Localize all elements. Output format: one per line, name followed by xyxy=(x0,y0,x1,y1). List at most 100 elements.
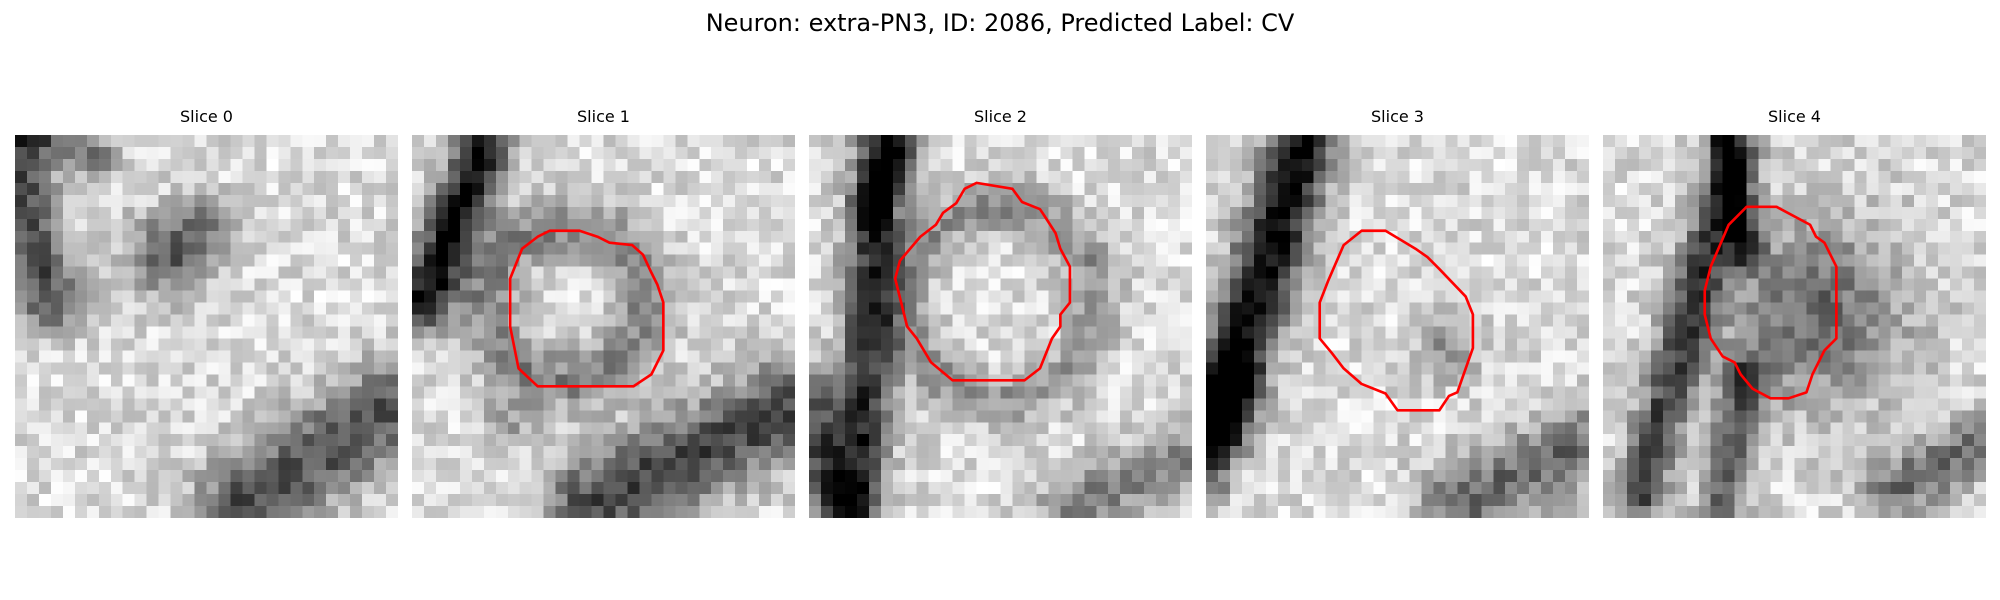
pixel xyxy=(543,146,556,160)
pixel xyxy=(735,482,748,495)
pixel xyxy=(1517,434,1530,447)
pixel xyxy=(290,338,303,351)
pixel xyxy=(1505,302,1518,315)
pixel xyxy=(1373,410,1386,423)
pixel xyxy=(1782,338,1795,351)
pixel xyxy=(639,206,652,220)
pixel xyxy=(1650,314,1664,327)
pixel xyxy=(1926,242,1939,255)
pixel xyxy=(1301,362,1314,375)
pixel xyxy=(1024,242,1037,255)
pixel xyxy=(1722,362,1735,375)
pixel xyxy=(1950,314,1963,327)
pixel xyxy=(447,182,461,196)
pixel xyxy=(1349,458,1362,471)
pixel xyxy=(1409,254,1422,267)
pixel xyxy=(1349,362,1362,375)
pixel xyxy=(435,434,449,447)
pixel xyxy=(1168,194,1181,208)
pixel xyxy=(809,278,822,291)
pixel xyxy=(1866,242,1879,255)
pixel xyxy=(1722,446,1735,459)
segmentation-contour xyxy=(508,229,665,388)
pixel xyxy=(1517,146,1530,160)
pixel xyxy=(15,146,28,160)
pixel xyxy=(651,158,664,172)
pixel xyxy=(904,506,917,518)
pixel xyxy=(1626,362,1640,375)
pixel xyxy=(1638,374,1652,387)
pixel xyxy=(1349,314,1362,327)
pixel xyxy=(1206,278,1219,291)
pixel xyxy=(1000,338,1013,351)
pixel xyxy=(1603,350,1616,363)
pixel xyxy=(1962,446,1975,459)
pixel xyxy=(892,506,905,518)
pixel xyxy=(218,446,231,459)
pixel xyxy=(1144,434,1157,447)
pixel xyxy=(1217,170,1231,184)
pixel xyxy=(759,338,772,351)
pixel xyxy=(1206,434,1219,447)
pixel xyxy=(1782,386,1795,399)
pixel xyxy=(1638,446,1652,459)
pixel xyxy=(603,314,616,327)
pixel xyxy=(194,470,207,483)
pixel xyxy=(1710,182,1723,196)
pixel xyxy=(988,314,1001,327)
pixel xyxy=(1686,158,1699,172)
pixel xyxy=(459,326,473,339)
pixel xyxy=(1060,398,1073,411)
pixel xyxy=(1950,290,1963,303)
pixel xyxy=(1217,266,1231,279)
pixel xyxy=(747,158,760,172)
pixel xyxy=(1385,386,1398,399)
pixel xyxy=(627,434,640,447)
pixel xyxy=(1241,434,1255,447)
pixel xyxy=(362,182,375,196)
pixel xyxy=(1878,182,1891,196)
pixel xyxy=(579,290,592,303)
pixel xyxy=(1650,146,1664,160)
pixel xyxy=(146,458,159,471)
pixel xyxy=(1180,242,1192,255)
pixel xyxy=(412,470,425,483)
pixel xyxy=(1541,314,1554,327)
pixel xyxy=(38,290,52,303)
pixel xyxy=(1132,494,1145,507)
pixel xyxy=(1120,326,1133,339)
pixel xyxy=(940,338,953,351)
pixel xyxy=(350,266,363,279)
pixel xyxy=(362,314,375,327)
pixel xyxy=(928,194,941,208)
pixel xyxy=(1132,482,1145,495)
pixel xyxy=(1866,314,1879,327)
pixel xyxy=(663,362,676,375)
pixel xyxy=(86,170,100,184)
pixel xyxy=(591,326,604,339)
pixel xyxy=(1433,135,1446,148)
pixel xyxy=(603,374,616,387)
pixel xyxy=(567,458,580,471)
pixel xyxy=(1842,458,1855,471)
pixel xyxy=(326,362,339,375)
pixel xyxy=(1842,350,1855,363)
pixel xyxy=(362,206,375,220)
pixel xyxy=(266,434,279,447)
pixel xyxy=(1830,158,1843,172)
pixel xyxy=(747,146,760,160)
pixel xyxy=(1577,218,1589,231)
pixel xyxy=(242,302,255,315)
pixel xyxy=(1902,278,1915,291)
pixel xyxy=(555,362,568,375)
pixel xyxy=(531,290,544,303)
pixel xyxy=(627,206,640,220)
pixel xyxy=(1914,398,1927,411)
pixel xyxy=(735,326,748,339)
pixel xyxy=(723,470,736,483)
pixel xyxy=(1529,242,1542,255)
pixel xyxy=(1217,158,1231,172)
pixel xyxy=(1638,194,1652,208)
pixel xyxy=(1782,230,1795,243)
pixel xyxy=(1036,170,1049,184)
